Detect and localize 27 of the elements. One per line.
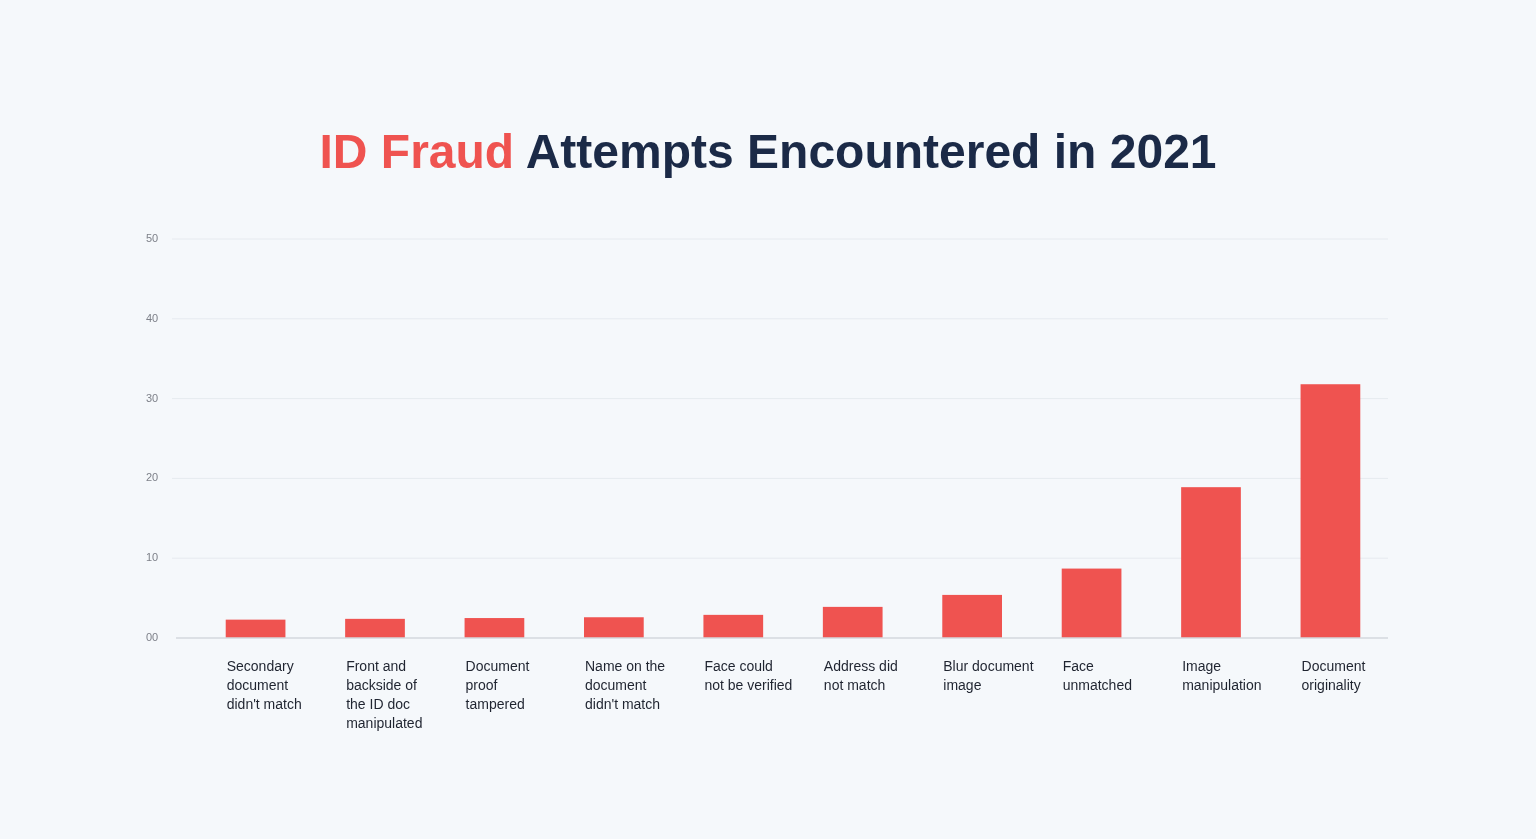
x-tick-label: Face unmatched	[1062, 658, 1132, 693]
x-tick-label: Address did not match	[823, 658, 898, 693]
x-tick-label: Blur document image	[943, 658, 1034, 693]
x-tick-label: Image manipulation	[1182, 658, 1262, 693]
bar	[1300, 384, 1361, 638]
bar	[1061, 568, 1122, 638]
bar	[1181, 487, 1241, 638]
bar	[225, 619, 286, 638]
x-tick-label: Document proof tampered	[465, 658, 530, 712]
y-tick-label: 20	[146, 471, 159, 484]
x-tick-label: Face could not be verified	[704, 658, 793, 693]
x-tick-label: Secondary document didn't match	[226, 658, 302, 712]
x-tick-label: Name on the document didn't match	[585, 658, 666, 712]
x-tick-label: Front and backside of the ID doc manipulated	[346, 658, 423, 731]
chart-title: ID Fraud Attempts Encountered in 2021	[319, 125, 1217, 178]
y-tick-label: 10	[146, 551, 159, 564]
x-tick-label: Document originality	[1301, 658, 1366, 693]
y-tick-label: 00	[146, 630, 159, 643]
bar	[584, 617, 644, 638]
bar	[822, 606, 883, 638]
y-tick-label: 50	[146, 231, 159, 244]
bar	[464, 618, 525, 638]
bar	[942, 594, 1002, 638]
bar	[345, 618, 405, 638]
y-tick-label: 40	[146, 311, 159, 324]
y-tick-label: 30	[146, 391, 159, 404]
bar	[703, 614, 764, 638]
